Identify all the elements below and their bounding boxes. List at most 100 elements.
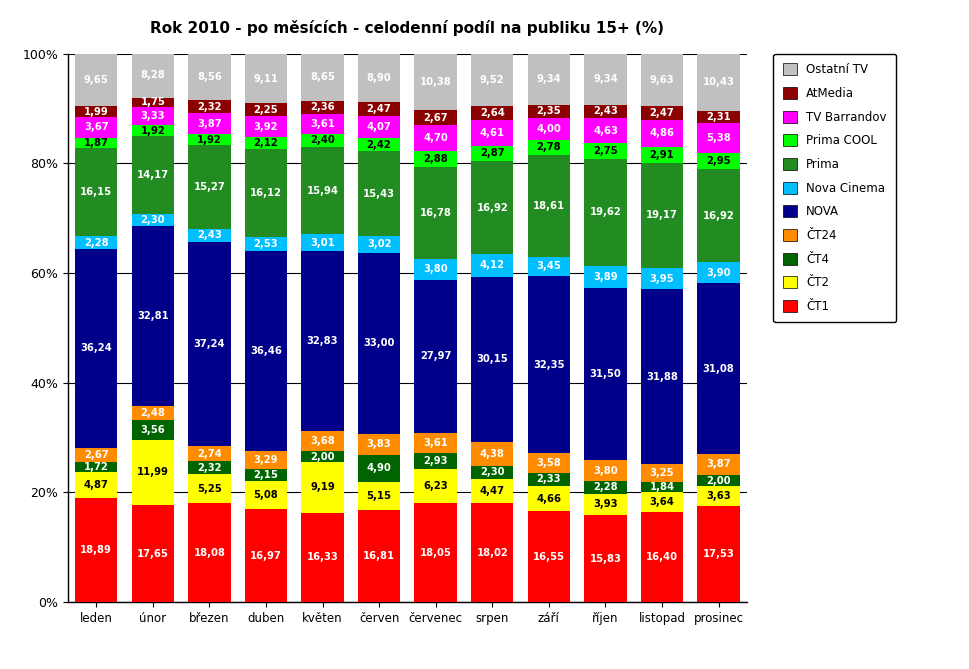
Text: 4,86: 4,86 bbox=[649, 128, 673, 138]
Text: 3,80: 3,80 bbox=[592, 466, 617, 476]
Text: 16,92: 16,92 bbox=[702, 211, 734, 221]
Bar bbox=[641, 268, 682, 290]
Bar bbox=[583, 118, 626, 143]
Bar bbox=[641, 54, 682, 106]
Bar bbox=[358, 138, 400, 151]
Bar bbox=[641, 163, 682, 268]
Text: 2,53: 2,53 bbox=[253, 240, 278, 250]
Text: 10,43: 10,43 bbox=[702, 77, 734, 87]
Bar bbox=[583, 288, 626, 460]
Bar bbox=[75, 472, 117, 498]
Bar bbox=[188, 113, 231, 134]
Bar bbox=[471, 479, 513, 503]
Text: 3,58: 3,58 bbox=[536, 458, 561, 468]
Text: 4,87: 4,87 bbox=[83, 480, 109, 490]
Bar bbox=[527, 473, 570, 486]
Bar bbox=[697, 153, 739, 169]
Bar bbox=[583, 515, 626, 602]
Text: 37,24: 37,24 bbox=[194, 339, 225, 349]
Text: 16,55: 16,55 bbox=[532, 552, 564, 562]
Bar bbox=[641, 106, 682, 120]
Text: 2,28: 2,28 bbox=[83, 237, 109, 248]
Bar bbox=[358, 434, 400, 455]
Text: 2,00: 2,00 bbox=[310, 452, 334, 462]
Text: 31,08: 31,08 bbox=[702, 363, 734, 373]
Bar bbox=[358, 116, 400, 138]
Text: 36,46: 36,46 bbox=[250, 347, 282, 357]
Text: 3,29: 3,29 bbox=[254, 456, 278, 466]
Bar bbox=[527, 155, 570, 257]
Text: 2,28: 2,28 bbox=[592, 482, 617, 492]
Bar bbox=[301, 512, 343, 602]
Bar bbox=[414, 110, 456, 125]
Text: 1,72: 1,72 bbox=[83, 462, 109, 472]
Text: 4,70: 4,70 bbox=[422, 133, 448, 143]
Bar bbox=[471, 161, 513, 254]
Bar bbox=[583, 266, 626, 288]
Text: 16,33: 16,33 bbox=[306, 553, 338, 563]
Bar bbox=[244, 237, 287, 252]
Text: 2,43: 2,43 bbox=[197, 230, 222, 240]
Text: 32,81: 32,81 bbox=[137, 311, 169, 321]
Text: 19,62: 19,62 bbox=[589, 207, 621, 217]
Bar bbox=[132, 406, 173, 420]
Text: 8,28: 8,28 bbox=[141, 70, 165, 80]
Bar bbox=[188, 242, 231, 446]
Bar bbox=[527, 118, 570, 140]
Bar bbox=[697, 486, 739, 506]
Text: 9,52: 9,52 bbox=[480, 75, 504, 85]
Bar bbox=[244, 452, 287, 470]
Bar bbox=[583, 54, 626, 105]
Legend: Ostatní TV, AtMedia, TV Barrandov, Prima COOL, Prima, Nova Cinema, NOVA, ČT24, Č: Ostatní TV, AtMedia, TV Barrandov, Prima… bbox=[772, 54, 895, 322]
Text: 1,92: 1,92 bbox=[197, 134, 222, 145]
Bar bbox=[697, 475, 739, 486]
Bar bbox=[641, 290, 682, 464]
Bar bbox=[471, 503, 513, 602]
Text: 10,38: 10,38 bbox=[420, 77, 452, 87]
Text: 3,64: 3,64 bbox=[649, 497, 673, 507]
Bar bbox=[527, 486, 570, 511]
Text: 16,40: 16,40 bbox=[645, 552, 677, 562]
Bar bbox=[244, 252, 287, 452]
Text: 3,89: 3,89 bbox=[592, 272, 617, 282]
Bar bbox=[244, 470, 287, 481]
Bar bbox=[583, 494, 626, 515]
Text: 14,17: 14,17 bbox=[137, 170, 169, 180]
Bar bbox=[75, 148, 117, 236]
Bar bbox=[132, 226, 173, 406]
Bar bbox=[583, 105, 626, 118]
Bar bbox=[527, 276, 570, 454]
Text: 2,47: 2,47 bbox=[366, 104, 391, 114]
Text: 2,30: 2,30 bbox=[141, 215, 165, 225]
Text: 16,78: 16,78 bbox=[420, 207, 452, 217]
Bar bbox=[132, 136, 173, 214]
Text: 2,00: 2,00 bbox=[705, 476, 730, 486]
Bar bbox=[132, 214, 173, 226]
Bar bbox=[188, 462, 231, 474]
Text: 2,43: 2,43 bbox=[592, 106, 617, 116]
Text: 3,68: 3,68 bbox=[310, 436, 334, 446]
Text: 2,33: 2,33 bbox=[536, 474, 560, 484]
Bar bbox=[641, 512, 682, 602]
Text: 8,56: 8,56 bbox=[197, 72, 222, 82]
Text: 27,97: 27,97 bbox=[420, 351, 451, 361]
Text: 9,65: 9,65 bbox=[83, 75, 109, 85]
Bar bbox=[641, 120, 682, 147]
Text: 6,23: 6,23 bbox=[422, 481, 448, 491]
Bar bbox=[471, 54, 513, 106]
Text: 2,67: 2,67 bbox=[422, 113, 448, 123]
Bar bbox=[188, 446, 231, 462]
Bar bbox=[358, 482, 400, 510]
Bar bbox=[641, 464, 682, 482]
Text: 4,00: 4,00 bbox=[536, 124, 561, 134]
Text: 16,12: 16,12 bbox=[250, 188, 282, 198]
Text: 1,84: 1,84 bbox=[649, 482, 673, 492]
Text: 18,02: 18,02 bbox=[476, 548, 508, 558]
Text: 2,64: 2,64 bbox=[480, 108, 504, 118]
Bar bbox=[641, 147, 682, 163]
Text: 2,88: 2,88 bbox=[422, 154, 448, 164]
Text: 3,87: 3,87 bbox=[705, 460, 731, 470]
Text: 2,12: 2,12 bbox=[253, 138, 278, 148]
Bar bbox=[132, 420, 173, 440]
Bar bbox=[244, 137, 287, 149]
